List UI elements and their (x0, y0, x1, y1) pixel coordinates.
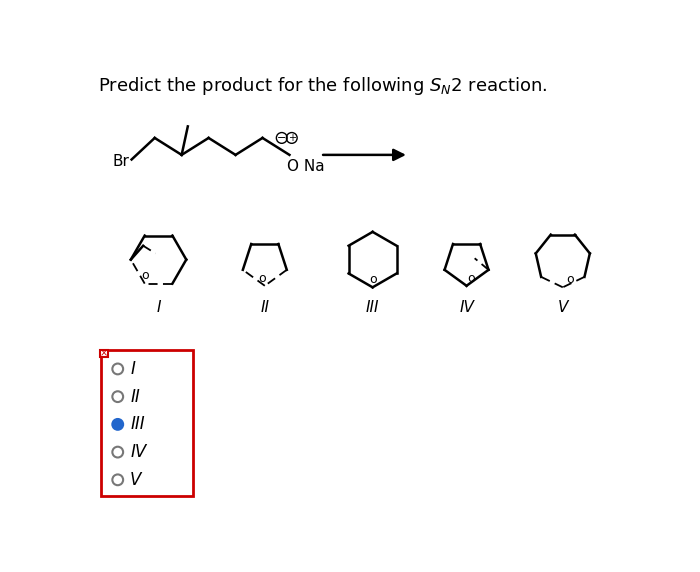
Text: o: o (141, 269, 149, 282)
Text: o: o (258, 272, 265, 285)
Text: V: V (130, 471, 141, 489)
Text: o: o (468, 272, 475, 285)
Text: IV: IV (459, 300, 474, 315)
Text: o: o (369, 273, 377, 286)
FancyBboxPatch shape (100, 349, 108, 358)
Text: +: + (288, 133, 296, 143)
Text: V: V (558, 300, 568, 315)
FancyBboxPatch shape (101, 349, 193, 496)
Text: III: III (366, 300, 379, 315)
Text: I: I (130, 360, 135, 378)
Text: II: II (130, 388, 140, 406)
Text: o: o (567, 273, 574, 286)
Text: −: − (277, 133, 286, 143)
Text: III: III (130, 415, 145, 434)
Text: IV: IV (130, 443, 146, 461)
Text: II: II (260, 300, 270, 315)
Text: O Na: O Na (287, 158, 325, 174)
Text: Predict the product for the following $S_{N}2$ reaction.: Predict the product for the following $S… (99, 75, 548, 97)
Circle shape (113, 419, 123, 430)
Text: ×: × (100, 348, 108, 359)
Text: I: I (156, 300, 161, 315)
Text: Br: Br (113, 153, 130, 169)
